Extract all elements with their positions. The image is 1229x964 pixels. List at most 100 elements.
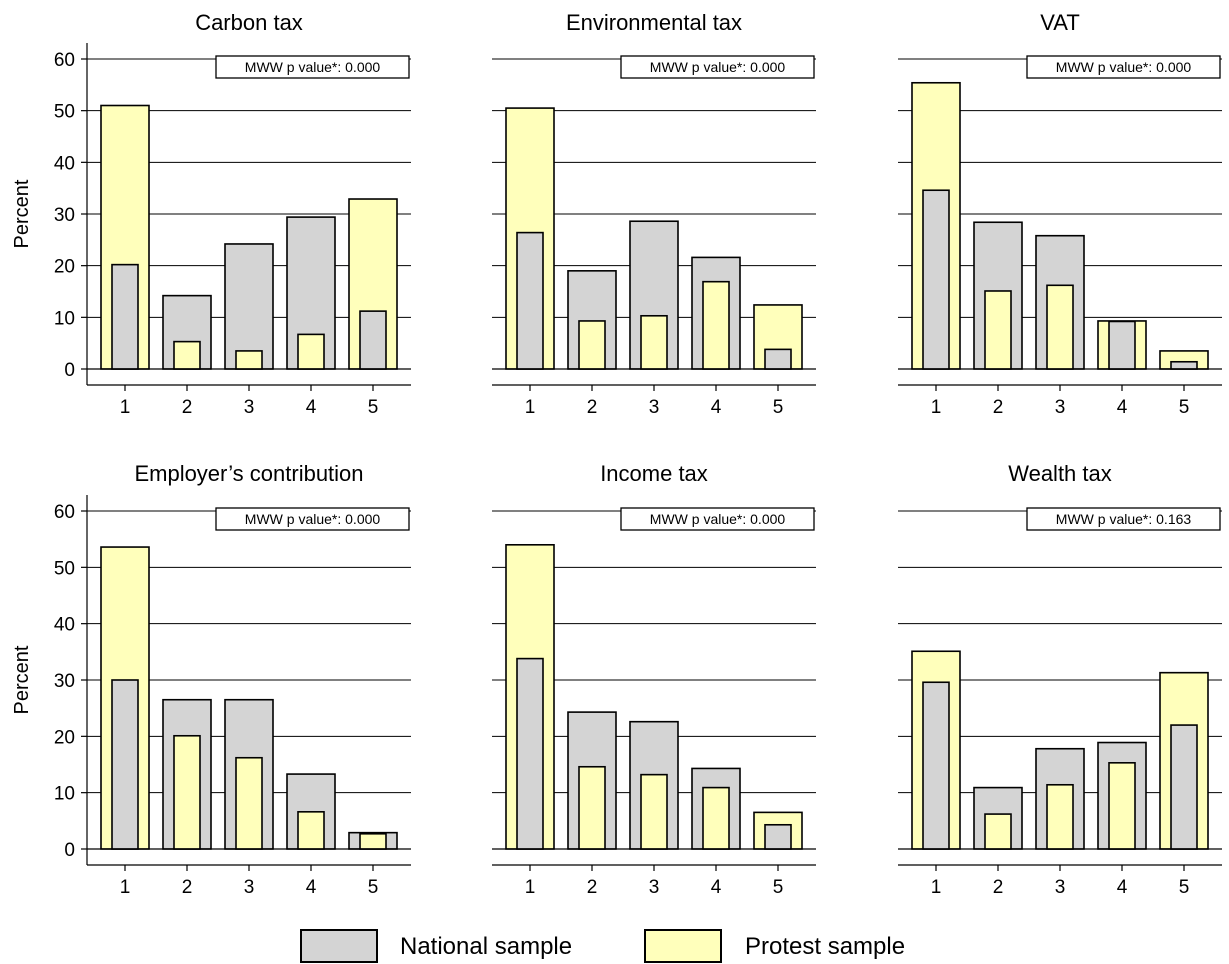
y-axis-label: Percent bbox=[11, 645, 33, 714]
x-tick-label: 2 bbox=[182, 877, 193, 898]
bar-national bbox=[764, 348, 792, 370]
bar-protest bbox=[984, 813, 1012, 850]
x-tick-label: 1 bbox=[931, 877, 942, 898]
y-tick-label: 10 bbox=[54, 784, 75, 805]
y-tick-label: 20 bbox=[54, 727, 75, 748]
bar-protest bbox=[578, 765, 606, 850]
panel-title: VAT bbox=[1040, 10, 1080, 35]
x-tick-label: 4 bbox=[1117, 397, 1128, 418]
panel-6: Wealth tax 1 2 3 4 5 MWW p value*: 0.163 bbox=[898, 461, 1222, 898]
bar-protest bbox=[173, 734, 201, 850]
y-axis-label: Percent bbox=[11, 179, 33, 248]
legend-label-national: National sample bbox=[400, 933, 572, 960]
y-tick-label: 60 bbox=[54, 502, 75, 523]
y-tick-label: 30 bbox=[54, 205, 75, 226]
bar-national bbox=[922, 681, 950, 850]
bar-national bbox=[516, 231, 544, 370]
x-tick-label: 5 bbox=[368, 877, 379, 898]
bar-protest bbox=[640, 314, 668, 370]
x-tick-label: 2 bbox=[587, 877, 598, 898]
x-tick-label: 3 bbox=[1055, 397, 1066, 418]
bar-national bbox=[224, 243, 274, 370]
x-tick-label: 4 bbox=[306, 877, 317, 898]
x-tick-label: 4 bbox=[711, 877, 722, 898]
bar-national bbox=[111, 679, 139, 850]
panel-title: Environmental tax bbox=[566, 10, 742, 35]
x-tick-label: 1 bbox=[120, 877, 131, 898]
x-tick-label: 4 bbox=[1117, 877, 1128, 898]
bar-national bbox=[764, 823, 792, 850]
bar-national bbox=[359, 310, 387, 370]
x-tick-label: 3 bbox=[244, 397, 255, 418]
bar-national bbox=[111, 263, 139, 370]
x-tick-label: 5 bbox=[368, 397, 379, 418]
y-tick-label: 20 bbox=[54, 257, 75, 278]
y-tick-label: 10 bbox=[54, 308, 75, 329]
mww-label: MWW p value*: 0.163 bbox=[1056, 511, 1192, 527]
bar-national bbox=[1170, 360, 1198, 370]
mww-box bbox=[620, 55, 815, 79]
panel-title: Wealth tax bbox=[1008, 461, 1112, 486]
bar-protest bbox=[173, 340, 201, 370]
bar-protest bbox=[578, 320, 606, 370]
x-tick-label: 3 bbox=[244, 877, 255, 898]
x-tick-label: 3 bbox=[649, 877, 660, 898]
mww-label: MWW p value*: 0.000 bbox=[650, 511, 786, 527]
bar-national bbox=[922, 189, 950, 370]
y-tick-label: 0 bbox=[64, 360, 75, 381]
mww-label: MWW p value*: 0.000 bbox=[245, 59, 381, 75]
bar-protest bbox=[1046, 783, 1074, 850]
x-tick-label: 4 bbox=[306, 397, 317, 418]
y-tick-label: 60 bbox=[54, 50, 75, 71]
x-tick-label: 2 bbox=[587, 397, 598, 418]
bar-protest bbox=[235, 350, 263, 370]
bar-protest bbox=[297, 333, 325, 370]
bar-protest bbox=[702, 280, 730, 370]
panel-title: Employer’s contribution bbox=[134, 461, 363, 486]
x-tick-label: 1 bbox=[931, 397, 942, 418]
x-tick-label: 5 bbox=[1179, 877, 1190, 898]
mww-box bbox=[1026, 55, 1221, 79]
panel-5: Income tax 1 2 3 4 5 MWW p value*: 0.000 bbox=[492, 461, 816, 898]
bar-protest bbox=[984, 290, 1012, 370]
legend-swatch-protest bbox=[644, 929, 722, 963]
x-tick-label: 5 bbox=[1179, 397, 1190, 418]
legend-swatch-national bbox=[300, 929, 378, 963]
y-tick-label: 50 bbox=[54, 102, 75, 123]
bar-national bbox=[1108, 320, 1136, 370]
x-tick-label: 5 bbox=[773, 877, 784, 898]
bar-protest bbox=[1108, 762, 1136, 850]
y-tick-label: 50 bbox=[54, 558, 75, 579]
panel-title: Carbon tax bbox=[195, 10, 303, 35]
bar-national bbox=[516, 657, 544, 850]
panel-2: Environmental tax 1 2 3 4 5 MWW p value*: 0.00… bbox=[492, 10, 816, 418]
bar-protest bbox=[359, 832, 387, 850]
x-tick-label: 1 bbox=[120, 397, 131, 418]
legend-label-protest: Protest sample bbox=[745, 933, 905, 960]
bar-protest bbox=[235, 756, 263, 850]
x-tick-label: 1 bbox=[525, 397, 536, 418]
x-tick-label: 3 bbox=[649, 397, 660, 418]
y-tick-label: 40 bbox=[54, 615, 75, 636]
panel-3: VAT 1 2 3 4 5 MWW p value*: 0.000 bbox=[898, 10, 1222, 418]
bar-protest bbox=[702, 786, 730, 850]
x-tick-label: 2 bbox=[182, 397, 193, 418]
x-tick-label: 4 bbox=[711, 397, 722, 418]
legend: National sample Protest sample bbox=[300, 929, 905, 963]
x-tick-label: 5 bbox=[773, 397, 784, 418]
y-tick-label: 30 bbox=[54, 671, 75, 692]
y-tick-label: 0 bbox=[64, 840, 75, 861]
x-tick-label: 2 bbox=[993, 877, 1004, 898]
mww-box bbox=[215, 507, 410, 531]
mww-box bbox=[215, 55, 410, 79]
x-tick-label: 1 bbox=[525, 877, 536, 898]
mww-box bbox=[620, 507, 815, 531]
mww-label: MWW p value*: 0.000 bbox=[650, 59, 786, 75]
bar-protest bbox=[640, 773, 668, 850]
panel-title: Income tax bbox=[600, 461, 708, 486]
bar-national bbox=[1170, 724, 1198, 850]
bar-protest bbox=[297, 811, 325, 850]
